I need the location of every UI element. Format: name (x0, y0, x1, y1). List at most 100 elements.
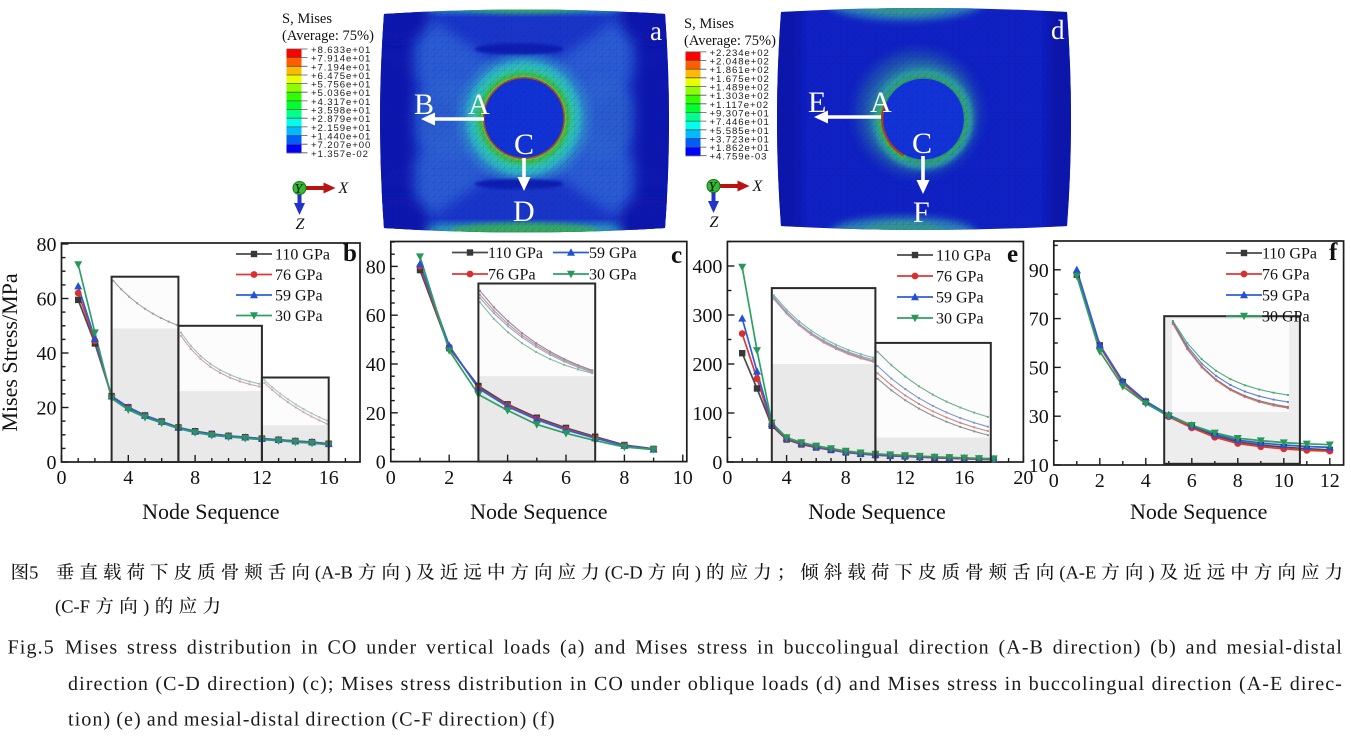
svg-text:30 GPa: 30 GPa (1262, 309, 1310, 326)
svg-text:A: A (468, 88, 490, 121)
svg-text:59 GPa: 59 GPa (936, 290, 984, 307)
svg-text:+1.303e+02: +1.303e+02 (710, 91, 770, 102)
svg-text:50: 50 (1029, 357, 1049, 379)
svg-text:12: 12 (1320, 470, 1340, 492)
svg-text:30 GPa: 30 GPa (936, 311, 984, 328)
svg-text:Y: Y (295, 182, 305, 197)
svg-text:B: B (414, 88, 434, 121)
svg-text:2: 2 (444, 467, 454, 489)
svg-text:4: 4 (1141, 470, 1151, 492)
svg-text:Node Sequence: Node Sequence (1130, 499, 1267, 524)
svg-text:+3.723e+01: +3.723e+01 (710, 134, 770, 145)
svg-text:S, Mises: S, Mises (684, 16, 734, 32)
svg-text:+7.914e+01: +7.914e+01 (311, 54, 371, 65)
svg-text:2: 2 (1095, 470, 1105, 492)
svg-text:40: 40 (366, 354, 386, 376)
svg-text:Mises Stress/MPa: Mises Stress/MPa (0, 273, 22, 432)
svg-text:59 GPa: 59 GPa (589, 245, 637, 262)
svg-text:8: 8 (841, 467, 851, 489)
svg-text:f: f (1329, 239, 1338, 266)
svg-text:C: C (514, 128, 534, 161)
svg-text:C: C (912, 127, 932, 160)
svg-text:4: 4 (503, 467, 513, 489)
svg-text:8: 8 (190, 467, 200, 489)
svg-text:90: 90 (1029, 260, 1049, 282)
svg-text:200: 200 (692, 354, 722, 376)
svg-text:110 GPa: 110 GPa (1262, 246, 1317, 263)
svg-text:0: 0 (722, 467, 732, 489)
svg-text:76 GPa: 76 GPa (1262, 267, 1310, 284)
svg-text:X: X (752, 178, 764, 195)
svg-text:S, Mises: S, Mises (282, 11, 332, 27)
svg-text:12: 12 (895, 467, 915, 489)
svg-text:30 GPa: 30 GPa (275, 308, 323, 325)
svg-text:6: 6 (1187, 470, 1197, 492)
svg-text:400: 400 (692, 256, 722, 278)
svg-text:12: 12 (252, 467, 272, 489)
svg-text:e: e (1007, 241, 1018, 268)
svg-text:300: 300 (692, 305, 722, 327)
svg-text:4: 4 (782, 467, 792, 489)
svg-text:0: 0 (57, 467, 67, 489)
svg-text:80: 80 (37, 234, 57, 256)
svg-text:60: 60 (37, 289, 57, 311)
svg-text:+1.440e+01: +1.440e+01 (311, 132, 371, 143)
svg-text:D: D (513, 195, 535, 228)
svg-text:Z: Z (296, 216, 306, 233)
svg-text:10: 10 (1029, 455, 1049, 477)
svg-text:76 GPa: 76 GPa (488, 267, 536, 284)
svg-text:60: 60 (366, 305, 386, 327)
svg-text:59 GPa: 59 GPa (275, 288, 323, 305)
svg-text:10: 10 (673, 467, 693, 489)
svg-text:8: 8 (1233, 470, 1243, 492)
svg-text:+1.862e+01: +1.862e+01 (710, 143, 770, 154)
svg-text:+9.307e+01: +9.307e+01 (710, 109, 770, 120)
svg-text:E: E (808, 86, 826, 119)
svg-text:+1.357e-02: +1.357e-02 (311, 149, 369, 160)
svg-text:20: 20 (1013, 467, 1033, 489)
svg-text:110 GPa: 110 GPa (275, 247, 330, 264)
svg-text:20: 20 (366, 403, 386, 425)
svg-text:30: 30 (1029, 406, 1049, 428)
svg-text:b: b (343, 240, 357, 267)
svg-text:0: 0 (47, 452, 57, 474)
svg-text:100: 100 (692, 403, 722, 425)
svg-text:+7.207e+00: +7.207e+00 (311, 140, 371, 151)
svg-text:40: 40 (37, 343, 57, 365)
svg-text:d: d (1051, 15, 1065, 45)
svg-text:0: 0 (386, 467, 396, 489)
svg-text:0: 0 (712, 452, 722, 474)
svg-text:76 GPa: 76 GPa (936, 269, 984, 286)
svg-text:30 GPa: 30 GPa (589, 267, 637, 284)
svg-text:a: a (650, 16, 662, 46)
svg-text:+7.446e+01: +7.446e+01 (710, 117, 770, 128)
svg-text:+2.879e+01: +2.879e+01 (311, 114, 371, 125)
svg-text:X: X (338, 180, 350, 197)
svg-text:+1.489e+02: +1.489e+02 (710, 83, 770, 94)
svg-text:+3.598e+01: +3.598e+01 (311, 106, 371, 117)
svg-text:+5.036e+01: +5.036e+01 (311, 88, 371, 99)
svg-text:+5.756e+01: +5.756e+01 (311, 80, 371, 91)
svg-text:+5.585e+01: +5.585e+01 (710, 126, 770, 137)
svg-text:+8.633e+01: +8.633e+01 (311, 45, 371, 56)
svg-text:80: 80 (366, 256, 386, 278)
svg-text:0: 0 (1049, 470, 1059, 492)
svg-text:+1.861e+02: +1.861e+02 (710, 65, 770, 76)
svg-text:110 GPa: 110 GPa (488, 245, 543, 262)
svg-text:+4.759e-03: +4.759e-03 (710, 152, 768, 163)
svg-text:76 GPa: 76 GPa (275, 267, 323, 284)
svg-text:+1.675e+02: +1.675e+02 (710, 74, 770, 85)
svg-text:(Average: 75%): (Average: 75%) (282, 28, 374, 44)
svg-text:(Average: 75%): (Average: 75%) (684, 33, 776, 49)
svg-text:0: 0 (376, 452, 386, 474)
svg-text:Z: Z (710, 214, 720, 231)
svg-text:10: 10 (1274, 470, 1294, 492)
svg-text:+7.194e+01: +7.194e+01 (311, 62, 371, 73)
svg-text:16: 16 (319, 467, 339, 489)
svg-text:59 GPa: 59 GPa (1262, 288, 1310, 305)
svg-text:+2.048e+02: +2.048e+02 (710, 57, 770, 68)
svg-text:70: 70 (1029, 309, 1049, 331)
svg-text:+6.475e+01: +6.475e+01 (311, 71, 371, 82)
svg-text:+2.234e+02: +2.234e+02 (710, 48, 770, 59)
svg-text:F: F (913, 196, 930, 229)
